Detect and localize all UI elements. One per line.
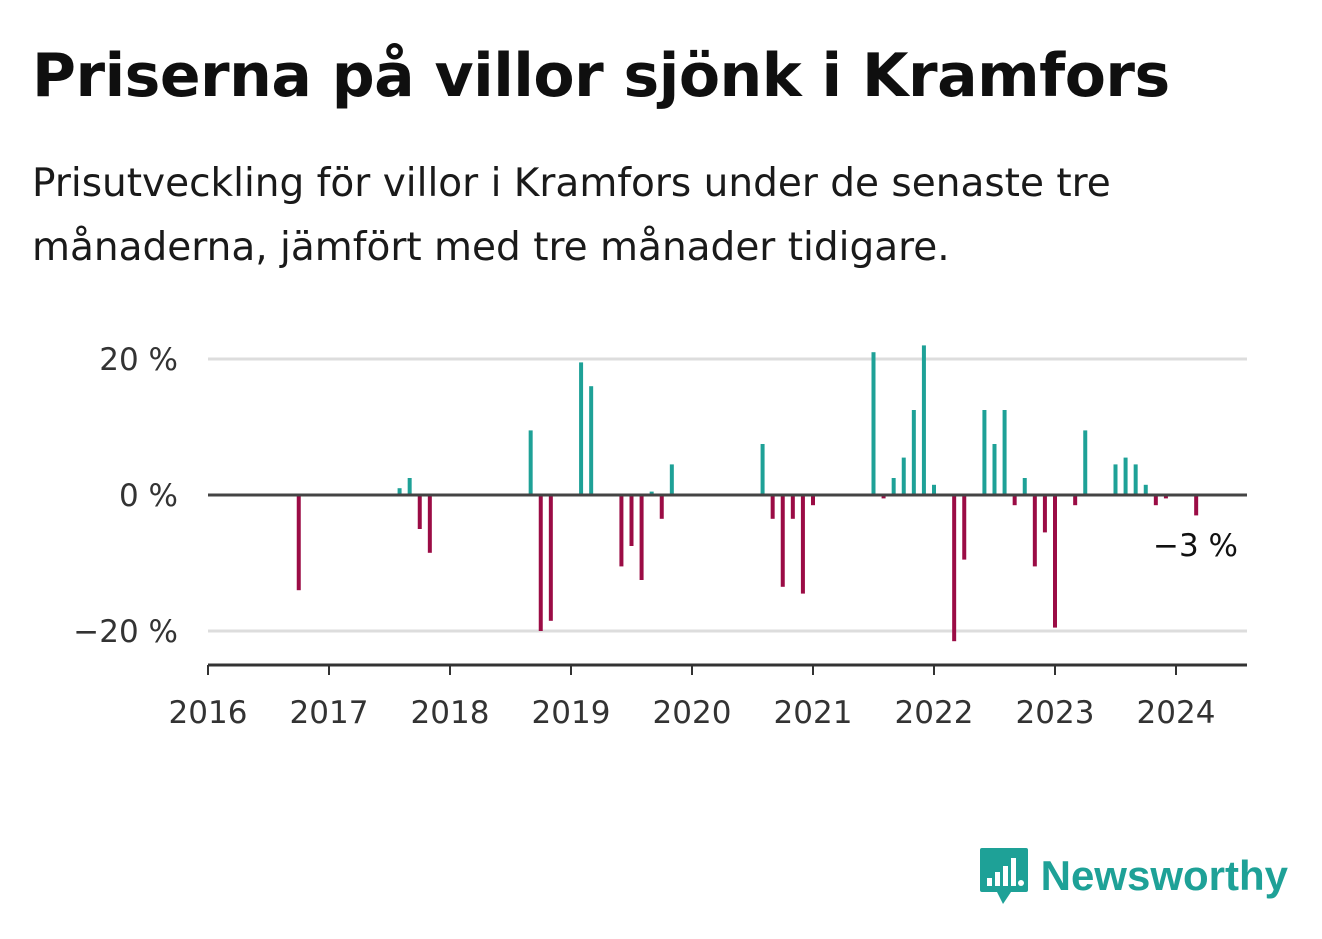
bar (589, 386, 594, 495)
last-value-label: −3 % (1153, 528, 1238, 564)
bar-chart: 20 % 0 % −20 % 2016 2017 2018 2019 2020 2021 2022… (73, 342, 1247, 731)
bar (548, 495, 553, 621)
bar (427, 495, 432, 553)
bar (417, 495, 422, 529)
bar (538, 495, 543, 631)
bar (639, 495, 644, 580)
bar (921, 345, 926, 495)
y-tick-label: 0 % (119, 478, 178, 514)
bar (790, 495, 795, 519)
bar (669, 464, 674, 495)
bar (1113, 464, 1118, 495)
bar (407, 478, 412, 495)
x-tick-label: 2019 (532, 695, 611, 731)
y-tick-label: −20 % (73, 614, 178, 650)
bar (1053, 495, 1057, 628)
bar (962, 495, 967, 560)
x-tick-label: 2024 (1137, 695, 1216, 731)
bar (528, 430, 533, 495)
bar (982, 410, 987, 495)
chart-title: Priserna på villor sjönk i Kramfors (32, 41, 1170, 111)
bar (619, 495, 624, 567)
x-tick-label: 2018 (411, 695, 490, 731)
x-tick-label: 2017 (290, 695, 369, 731)
x-tick-label: 2021 (774, 695, 853, 731)
bar (780, 495, 785, 587)
bar (770, 495, 775, 519)
x-tick-label: 2022 (895, 695, 974, 731)
bar (659, 495, 664, 519)
bar (911, 410, 916, 495)
y-tick-label: 20 % (99, 342, 178, 378)
bar (1143, 484, 1148, 495)
bar (1073, 495, 1078, 506)
bar (901, 457, 906, 495)
x-tick-label: 2020 (653, 695, 732, 731)
bar (397, 488, 402, 495)
bar-chart-speech-bubble-icon (979, 848, 1028, 904)
chart-subtitle: Prisutveckling för villor i Kramfors und… (32, 161, 1111, 270)
bar (1002, 410, 1007, 495)
bar (1012, 495, 1017, 506)
bar (649, 491, 654, 495)
bar (1022, 478, 1027, 495)
brand-name: Newsworthy (1040, 852, 1288, 899)
bar (1163, 495, 1168, 499)
bar (629, 495, 634, 546)
bar (932, 484, 936, 495)
bar (760, 444, 765, 495)
bar (1194, 495, 1199, 516)
bar (871, 352, 876, 495)
bar (296, 495, 301, 591)
x-tick-label: 2016 (169, 695, 248, 731)
bar (881, 495, 886, 499)
bar (891, 478, 896, 495)
bar (1032, 495, 1037, 567)
bar (1042, 495, 1047, 533)
bar (952, 495, 957, 642)
bar (1133, 464, 1138, 495)
bar (811, 495, 815, 506)
bar (579, 362, 584, 495)
bar (992, 444, 997, 495)
bar (1083, 430, 1088, 495)
bar (800, 495, 805, 594)
bar (1153, 495, 1158, 506)
x-tick-label: 2023 (1016, 695, 1095, 731)
brand-logo[interactable]: Newsworthy (979, 846, 1288, 906)
bar (1123, 457, 1128, 495)
